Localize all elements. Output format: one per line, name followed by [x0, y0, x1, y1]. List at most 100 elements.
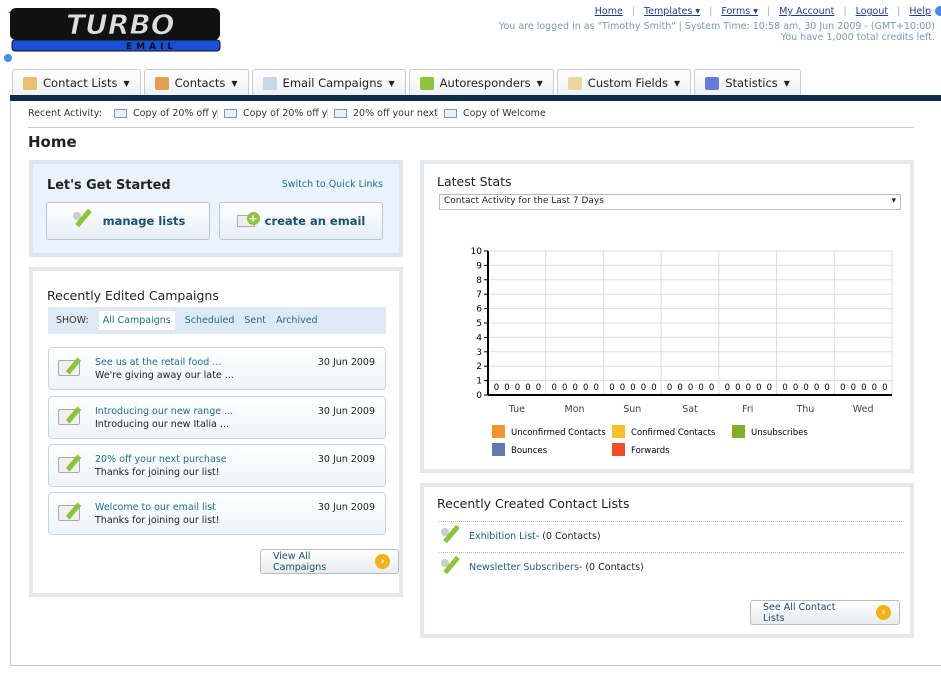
campaign-title[interactable]: 20% off your next purchase — [95, 454, 227, 465]
home-link[interactable]: Home — [594, 6, 623, 17]
y-tick-label: 9 — [476, 261, 482, 271]
contact-count: - (0 Contacts) — [578, 562, 644, 573]
nav-tab[interactable]: Custom Fields ▼ — [556, 69, 692, 96]
email-edit-icon — [58, 360, 80, 376]
y-tick-label: 7 — [476, 290, 482, 300]
main-nav: Contact Lists ▼ Contacts ▼ Email Campaigns ▼ A… — [12, 69, 801, 96]
nav-tab-label: Contact Lists — [43, 76, 118, 90]
campaign-date: 30 Jun 2009 — [317, 502, 375, 513]
data-label: 0 — [735, 383, 740, 393]
data-label: 0 — [882, 383, 887, 393]
recent-contact-lists-panel: Recently Created Contact Lists Exhibitio… — [420, 483, 914, 638]
data-label: 0 — [709, 383, 714, 393]
see-all-contact-lists-button[interactable]: See All Contact Lists › — [750, 600, 900, 625]
panel-title: Let's Get Started — [47, 178, 171, 193]
recent-item-label: Copy of Welcome to — [463, 108, 548, 119]
campaign-card[interactable]: See us at the retail food ... We're givin… — [48, 347, 386, 390]
campaign-card[interactable]: Welcome to our email list Thanks for join… — [48, 492, 386, 535]
data-label: 0 — [698, 383, 703, 393]
help-link[interactable]: Help — [909, 6, 931, 17]
chevron-down-icon: ▼ — [674, 78, 681, 88]
y-tick-label: 4 — [476, 333, 482, 343]
recent-campaigns-panel: Recently Edited Campaigns SHOW: All Camp… — [29, 267, 403, 597]
campaign-title[interactable]: Welcome to our email list — [95, 502, 216, 513]
campaign-title[interactable]: See us at the retail food ... — [95, 357, 222, 368]
data-label: 0 — [515, 383, 520, 393]
campaign-subject: We're giving away our late ... — [95, 370, 234, 381]
contact-list-link[interactable]: Exhibition List — [469, 531, 536, 542]
data-label: 0 — [525, 383, 530, 393]
turbo-email-logo[interactable]: TURBO EMAIL — [6, 4, 221, 52]
panel-title: Recently Edited Campaigns — [47, 288, 219, 303]
data-label: 0 — [688, 383, 693, 393]
recent-activity: Recent Activity: Copy of 20% off yo Copy… — [28, 108, 548, 119]
recent-item[interactable]: Copy of Welcome to — [438, 108, 548, 119]
legend-swatch — [612, 425, 625, 438]
nav-tab[interactable]: Statistics ▼ — [694, 69, 801, 96]
nav-tab-label: Statistics — [725, 76, 778, 90]
recent-item[interactable]: 20% off your next p — [328, 108, 438, 119]
person-icon — [439, 557, 461, 579]
campaign-card[interactable]: 20% off your next purchase Thanks for joi… — [48, 444, 386, 487]
view-all-campaigns-button[interactable]: View All Campaigns › — [260, 549, 399, 574]
stats-period-select[interactable]: Contact Activity for the Last 7 Days ▾ — [439, 194, 901, 210]
data-label: 0 — [824, 383, 829, 393]
legend-swatch — [732, 425, 745, 438]
nav-tab-label: Email Campaigns — [282, 76, 383, 90]
nav-tab[interactable]: Email Campaigns ▼ — [251, 69, 406, 96]
filter-scheduled[interactable]: Scheduled — [184, 315, 235, 326]
campaign-subject: Thanks for joining our list! — [95, 515, 220, 526]
content-frame — [10, 101, 941, 666]
campaign-filter-bar: SHOW: All Campaigns Scheduled Sent Archi… — [48, 307, 386, 334]
recent-activity-label: Recent Activity: — [28, 108, 102, 119]
legend-label: Unsubscribes — [751, 428, 808, 438]
nav-tab[interactable]: Autoresponders ▼ — [408, 69, 554, 96]
email-edit-icon — [58, 505, 80, 521]
nav-tab-label: Autoresponders — [439, 76, 531, 90]
contact-list-link[interactable]: Newsletter Subscribers — [469, 562, 579, 573]
legend-swatch — [612, 443, 625, 456]
data-label: 0 — [552, 383, 557, 393]
legend-label: Forwards — [631, 446, 670, 456]
data-label: 0 — [861, 383, 866, 393]
data-label: 0 — [872, 383, 877, 393]
switch-quick-links-link[interactable]: Switch to Quick Links — [281, 179, 383, 190]
data-label: 0 — [851, 383, 856, 393]
y-tick-label: 8 — [476, 276, 482, 286]
campaign-title[interactable]: Introducing our new range ... — [95, 406, 234, 417]
logout-link[interactable]: Logout — [855, 6, 889, 17]
add-email-icon: + — [236, 212, 260, 227]
templates-link[interactable]: Templates ▾ — [644, 6, 701, 17]
nav-tab[interactable]: Contacts ▼ — [143, 69, 249, 96]
contact-list-row: Exhibition List - (0 Contacts) — [439, 521, 904, 551]
forms-link[interactable]: Forms ▾ — [721, 6, 758, 17]
nav-tab[interactable]: Contact Lists ▼ — [12, 69, 141, 96]
data-label: 0 — [583, 383, 588, 393]
manage-lists-button[interactable]: manage lists — [46, 202, 210, 240]
x-tick-label: Thu — [795, 404, 814, 415]
envelope-icon — [334, 109, 347, 118]
recent-item-label: 20% off your next p — [353, 108, 438, 119]
y-tick-label: 6 — [476, 305, 482, 315]
contacts-icon — [154, 76, 169, 90]
create-email-button[interactable]: + create an email — [219, 202, 383, 240]
y-tick-label: 3 — [476, 348, 482, 358]
campaign-subject: Introducing our new Italia ... — [95, 419, 229, 430]
filter-sent[interactable]: Sent — [244, 315, 267, 326]
filter-archived[interactable]: Archived — [276, 315, 318, 326]
filter-all-campaigns[interactable]: All Campaigns — [98, 311, 175, 330]
credits-info: You have 1,000 total credits left. — [780, 32, 935, 43]
campaign-card[interactable]: Introducing our new range ... Introducing… — [48, 396, 386, 439]
data-label: 0 — [746, 383, 751, 393]
statistics-icon — [705, 76, 720, 90]
email-icon — [262, 76, 277, 90]
contact-list-row: Newsletter Subscribers - (0 Contacts) — [439, 552, 904, 582]
latest-stats-panel: Latest Stats Contact Activity for the La… — [420, 160, 914, 473]
recent-item[interactable]: Copy of 20% off yo — [218, 108, 328, 119]
my-account-link[interactable]: My Account — [779, 6, 835, 17]
recent-item[interactable]: Copy of 20% off yo — [108, 108, 218, 119]
campaign-date: 30 Jun 2009 — [317, 454, 375, 465]
person-icon — [439, 526, 461, 548]
svg-text:TURBO: TURBO — [66, 8, 175, 41]
legend-swatch — [492, 425, 505, 438]
